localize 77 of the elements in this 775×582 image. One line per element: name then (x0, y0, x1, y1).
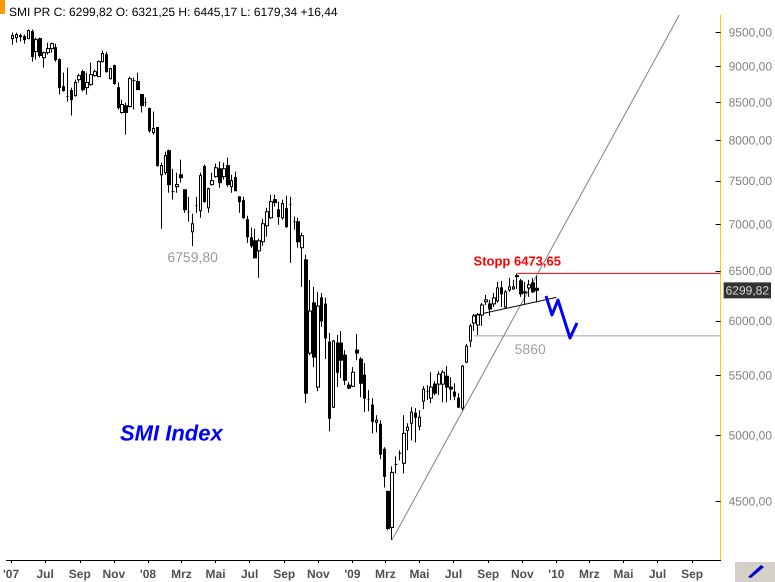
candlestick (218, 161, 222, 188)
candlestick (355, 334, 359, 361)
x-tick-label: Mrz (375, 567, 396, 581)
y-tick-label: 6500,00 (728, 264, 772, 278)
candlestick (445, 366, 449, 403)
y-tick-label: 5500,00 (728, 368, 772, 383)
candlestick (210, 172, 214, 186)
candlestick (414, 408, 417, 443)
candlestick (246, 215, 249, 244)
candlestick (31, 29, 34, 62)
series-label: 5860 (514, 340, 546, 357)
y-tick-label: 7000,00 (728, 217, 772, 232)
x-tick-label: Nov (307, 567, 330, 581)
y-tick-label: 8500,00 (728, 95, 772, 110)
series-label: Stopp 6473,65 (474, 253, 561, 268)
candlestick (496, 281, 499, 304)
x-tick-label: Sep (68, 567, 91, 581)
x-tick-label: '07 (2, 567, 20, 581)
text: 6299,82 (726, 283, 770, 298)
y-tick-label: 9000,00 (728, 60, 772, 74)
candlestick (402, 414, 406, 474)
candlestick (351, 366, 355, 388)
x-tick-label: '10 (548, 567, 565, 581)
y-tick-label: 9500,00 (728, 26, 772, 40)
x-tick-label: Sep (273, 567, 296, 581)
x-tick-label: Mai (613, 567, 634, 581)
x-tick-label: Mai (206, 567, 226, 581)
x-tick-label: Nov (510, 567, 534, 581)
x-tick-label: Nov (102, 567, 126, 581)
candlestick (15, 32, 18, 44)
chart-title: SMI PR C: 6299,82 O: 6321,25 H: 6445,17 L: 6179,34 +16,44 (9, 5, 338, 19)
y-tick-label: 5000,00 (728, 428, 772, 442)
candlestick (289, 196, 292, 264)
candlestick (508, 277, 511, 292)
candlestick (11, 32, 14, 46)
x-tick-label: '08 (140, 567, 156, 581)
y-tick-label: 6000,00 (728, 314, 772, 328)
candlestick (500, 280, 503, 308)
x-tick-label: Mrz (578, 567, 600, 581)
candlestick (429, 372, 433, 404)
candlestick (140, 94, 144, 114)
x-tick-label: Jul (444, 567, 462, 581)
candlestick (410, 406, 413, 441)
candlestick (422, 386, 425, 410)
candlestick (117, 82, 120, 110)
candlestick (113, 64, 116, 86)
candlestick (19, 33, 22, 42)
candlestick (367, 390, 370, 412)
y-tick-label: 7500,00 (728, 174, 772, 188)
candlestick (179, 159, 183, 184)
candlestick (304, 254, 308, 404)
x-tick-label: Sep (477, 567, 500, 581)
candlestick (234, 171, 237, 192)
candlestick (324, 297, 327, 360)
candlestick (461, 364, 464, 411)
candlestick (465, 344, 468, 364)
x-tick-label: Jul (36, 567, 54, 581)
candlestick (316, 291, 320, 392)
candlestick (515, 272, 519, 290)
candlestick (371, 398, 374, 434)
x-tick-label: Jul (240, 567, 258, 581)
x-tick-label: Sep (681, 567, 704, 581)
annotation: 6759,80 (167, 249, 218, 266)
candlestick (285, 195, 288, 228)
candlestick (328, 332, 331, 432)
candlestick (191, 213, 194, 247)
x-tick-label: Jul (648, 567, 666, 581)
candlestick (242, 196, 245, 220)
x-tick-label: '09 (344, 567, 361, 581)
candlestick (441, 370, 445, 403)
candlestick (81, 69, 85, 92)
y-tick-label: 4500,00 (728, 494, 772, 509)
annotation: SMI Index (120, 420, 224, 446)
x-tick-label: Mrz (171, 567, 192, 581)
x-tick-label: Mai (409, 567, 430, 581)
candlestick (148, 107, 151, 134)
y-tick-label: 8000,00 (728, 133, 772, 148)
